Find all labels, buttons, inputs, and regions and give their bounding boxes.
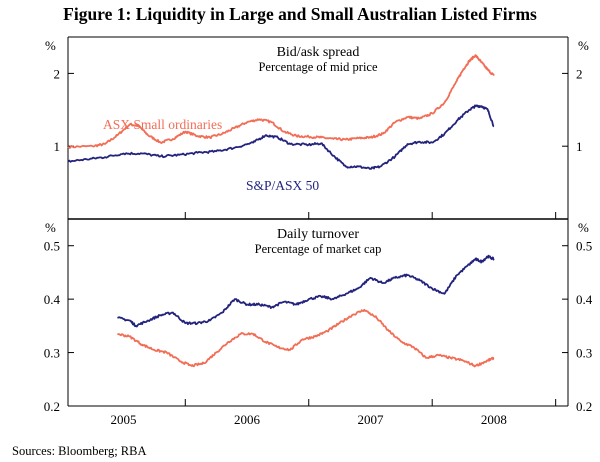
- y-tick-label-left: 0.4: [44, 292, 61, 307]
- y-tick-label-left: 0.3: [44, 346, 60, 361]
- y-tick-label-left: 1: [54, 139, 61, 154]
- top-left-unit: %: [45, 38, 56, 53]
- figure-title: Figure 1: Liquidity in Large and Small A…: [63, 4, 537, 24]
- y-tick-label-left: 0.2: [44, 399, 60, 414]
- x-tick-label: 2008: [481, 412, 507, 427]
- y-tick-label-right: 0.2: [576, 399, 592, 414]
- y-tick-label-right: 0.3: [576, 346, 592, 361]
- small-series-annotation: ASX Small ordinaries: [103, 117, 222, 132]
- large-series-annotation: S&P/ASX 50: [246, 178, 319, 193]
- bottom-right-unit: %: [578, 220, 589, 235]
- y-tick-label-right: 2: [576, 66, 583, 81]
- bottom-panel-title: Daily turnover: [277, 227, 359, 242]
- y-tick-label-right: 0.4: [576, 292, 593, 307]
- source-note: Sources: Bloomberg; RBA: [12, 444, 147, 458]
- y-tick-label-left: 0.5: [44, 239, 60, 254]
- y-tick-label-right: 1: [576, 139, 583, 154]
- asx50-line-panel-2: [117, 254, 495, 328]
- bottom-panel-subtitle: Percentage of market cap: [255, 242, 382, 256]
- top-panel-title: Bid/ask spread: [277, 45, 360, 60]
- top-right-unit: %: [578, 38, 589, 53]
- chart-marks: 1 1 2 2 0.2 0.2 0.3 0.3 0.4 0.4 0.5 0.5 2005 2006 2007…: [44, 54, 593, 427]
- bottom-left-unit: %: [45, 220, 56, 235]
- x-tick-label: 2006: [234, 412, 261, 427]
- top-panel-subtitle: Percentage of mid price: [258, 60, 377, 74]
- x-tick-label: 2005: [111, 412, 137, 427]
- x-tick-label: 2007: [357, 412, 384, 427]
- y-tick-label-left: 2: [54, 66, 61, 81]
- small-ordinaries-line-panel-1: [67, 54, 495, 149]
- y-tick-label-right: 0.5: [576, 239, 592, 254]
- asx50-line-panel-1: [67, 104, 495, 170]
- small-ordinaries-line-panel-2: [117, 308, 495, 368]
